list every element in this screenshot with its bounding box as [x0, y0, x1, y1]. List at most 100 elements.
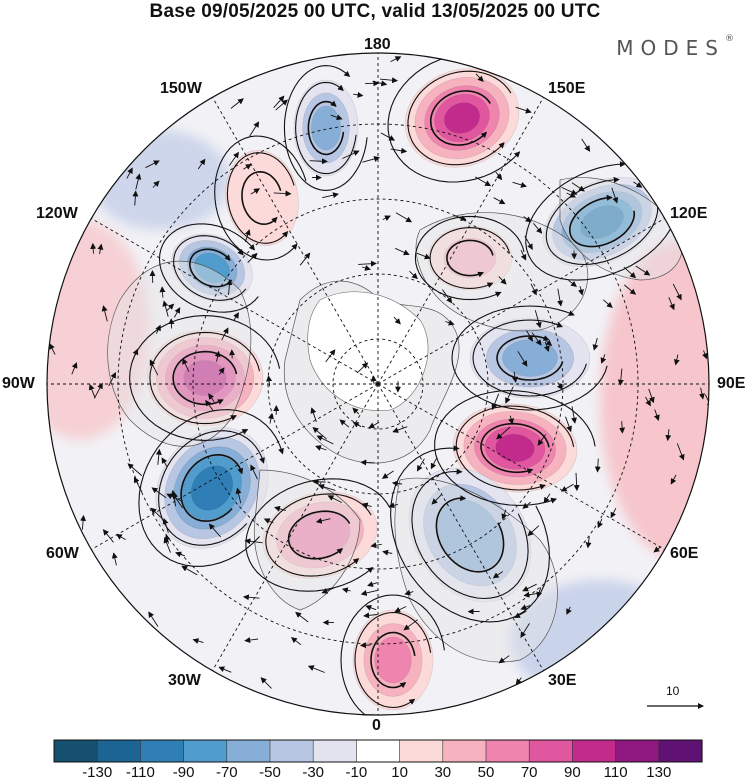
wind-vector: [531, 332, 542, 346]
wind-vector: [370, 542, 382, 549]
wind-vector: [498, 276, 507, 285]
wind-vector: [150, 507, 164, 520]
streamline: [407, 70, 512, 166]
wind-vector: [592, 337, 599, 351]
wind-vector: [526, 330, 533, 342]
wind-vector: [244, 538, 263, 545]
wind-vector: [394, 606, 407, 613]
anomaly-positive: [452, 403, 578, 493]
wind-vector: [496, 426, 511, 440]
wind-vector: [339, 419, 350, 428]
wind-vector: [501, 509, 508, 520]
streamline: [283, 65, 368, 191]
wind-vector: [235, 487, 242, 504]
map-border: [46, 52, 710, 716]
colorbar-tick-label: 30: [434, 764, 452, 781]
wind-vector: [197, 158, 206, 170]
wind-vector: [49, 343, 56, 355]
wind-vector: [247, 252, 258, 263]
streamline: [241, 170, 282, 226]
wind-vector: [372, 80, 388, 87]
wind-vector: [295, 611, 309, 623]
anomaly-positive: [427, 225, 513, 291]
meridian: [212, 383, 379, 671]
wind-vector: [358, 260, 377, 267]
streamline: [446, 239, 494, 278]
lon-label-120e: 120E: [670, 205, 708, 222]
wind-vector: [543, 493, 551, 504]
wind-vector: [275, 99, 288, 111]
streamline: [429, 227, 511, 289]
wind-vector: [135, 173, 142, 190]
anomaly-contour: [374, 636, 412, 684]
colorbar-cell: [53, 739, 98, 763]
wind-vector: [673, 354, 680, 366]
wind-vector: [361, 502, 372, 509]
wind-vector: [566, 606, 572, 615]
wind-vector: [290, 637, 302, 645]
wind-vector: [600, 354, 607, 364]
wind-vector: [155, 324, 161, 334]
wind-vector: [152, 180, 160, 188]
wind-vector: [617, 368, 624, 386]
wind-vector: [403, 619, 418, 631]
colorbar-tick-label: 90: [564, 764, 581, 781]
streamline: [370, 631, 416, 689]
streamline: [429, 90, 491, 146]
colorbar-tick-label: -90: [172, 764, 195, 781]
brand-name: MODES: [616, 36, 725, 60]
anomaly-wash: [47, 220, 150, 440]
wind-vector: [250, 464, 258, 480]
wind-vector: [230, 98, 244, 109]
streamline: [340, 594, 445, 715]
wind-vector: [543, 341, 550, 352]
colorbar-tick-label: 130: [646, 764, 672, 781]
wind-vector: [475, 73, 484, 83]
wind-vector: [263, 518, 274, 524]
wind-vector: [360, 459, 375, 466]
colorbar-tick-label: -70: [215, 764, 238, 781]
wind-vector: [356, 362, 369, 374]
wind-vector: [508, 415, 514, 425]
wind-vector: [520, 623, 530, 638]
wind-vector: [560, 483, 574, 492]
meridian: [377, 383, 544, 671]
anomaly-contour: [580, 205, 624, 239]
wind-vector: [573, 472, 580, 492]
wind-vector: [653, 546, 662, 553]
wind-vector: [578, 286, 584, 296]
wind-vector: [453, 214, 467, 221]
lon-label-60w: 60W: [46, 545, 79, 562]
wind-vector: [498, 655, 510, 664]
wind-vector: [164, 534, 171, 544]
wind-vector: [88, 383, 96, 399]
lon-label-0: 0: [372, 717, 381, 734]
wind-vector: [250, 188, 261, 195]
streamline: [569, 194, 636, 248]
wind-vector: [148, 611, 159, 627]
wind-vector: [149, 359, 159, 376]
streamline: [214, 135, 307, 261]
wind-vector: [430, 458, 437, 470]
wind-vector: [514, 610, 527, 618]
anomaly-positive: [352, 609, 434, 711]
colorbar-tick-label: -110: [125, 764, 155, 781]
wind-vector: [505, 386, 514, 404]
colorbar-cell: [399, 739, 444, 763]
wind-vector: [127, 463, 143, 476]
streamline: [455, 405, 575, 491]
anomaly-contour: [443, 237, 497, 279]
wind-vector: [315, 517, 331, 524]
wind-vector: [698, 387, 705, 400]
wind-vector: [330, 114, 343, 121]
wind-vector: [173, 307, 181, 318]
wind-vector: [273, 95, 285, 109]
wind-vector: [530, 283, 537, 296]
wind-vector: [205, 399, 214, 412]
wind-vector: [382, 215, 391, 221]
wind-vector: [226, 279, 233, 296]
modes-logo: MODES®: [616, 34, 734, 60]
wind-vector: [672, 283, 682, 301]
wind-vector: [610, 507, 617, 519]
streamline: [180, 453, 244, 522]
